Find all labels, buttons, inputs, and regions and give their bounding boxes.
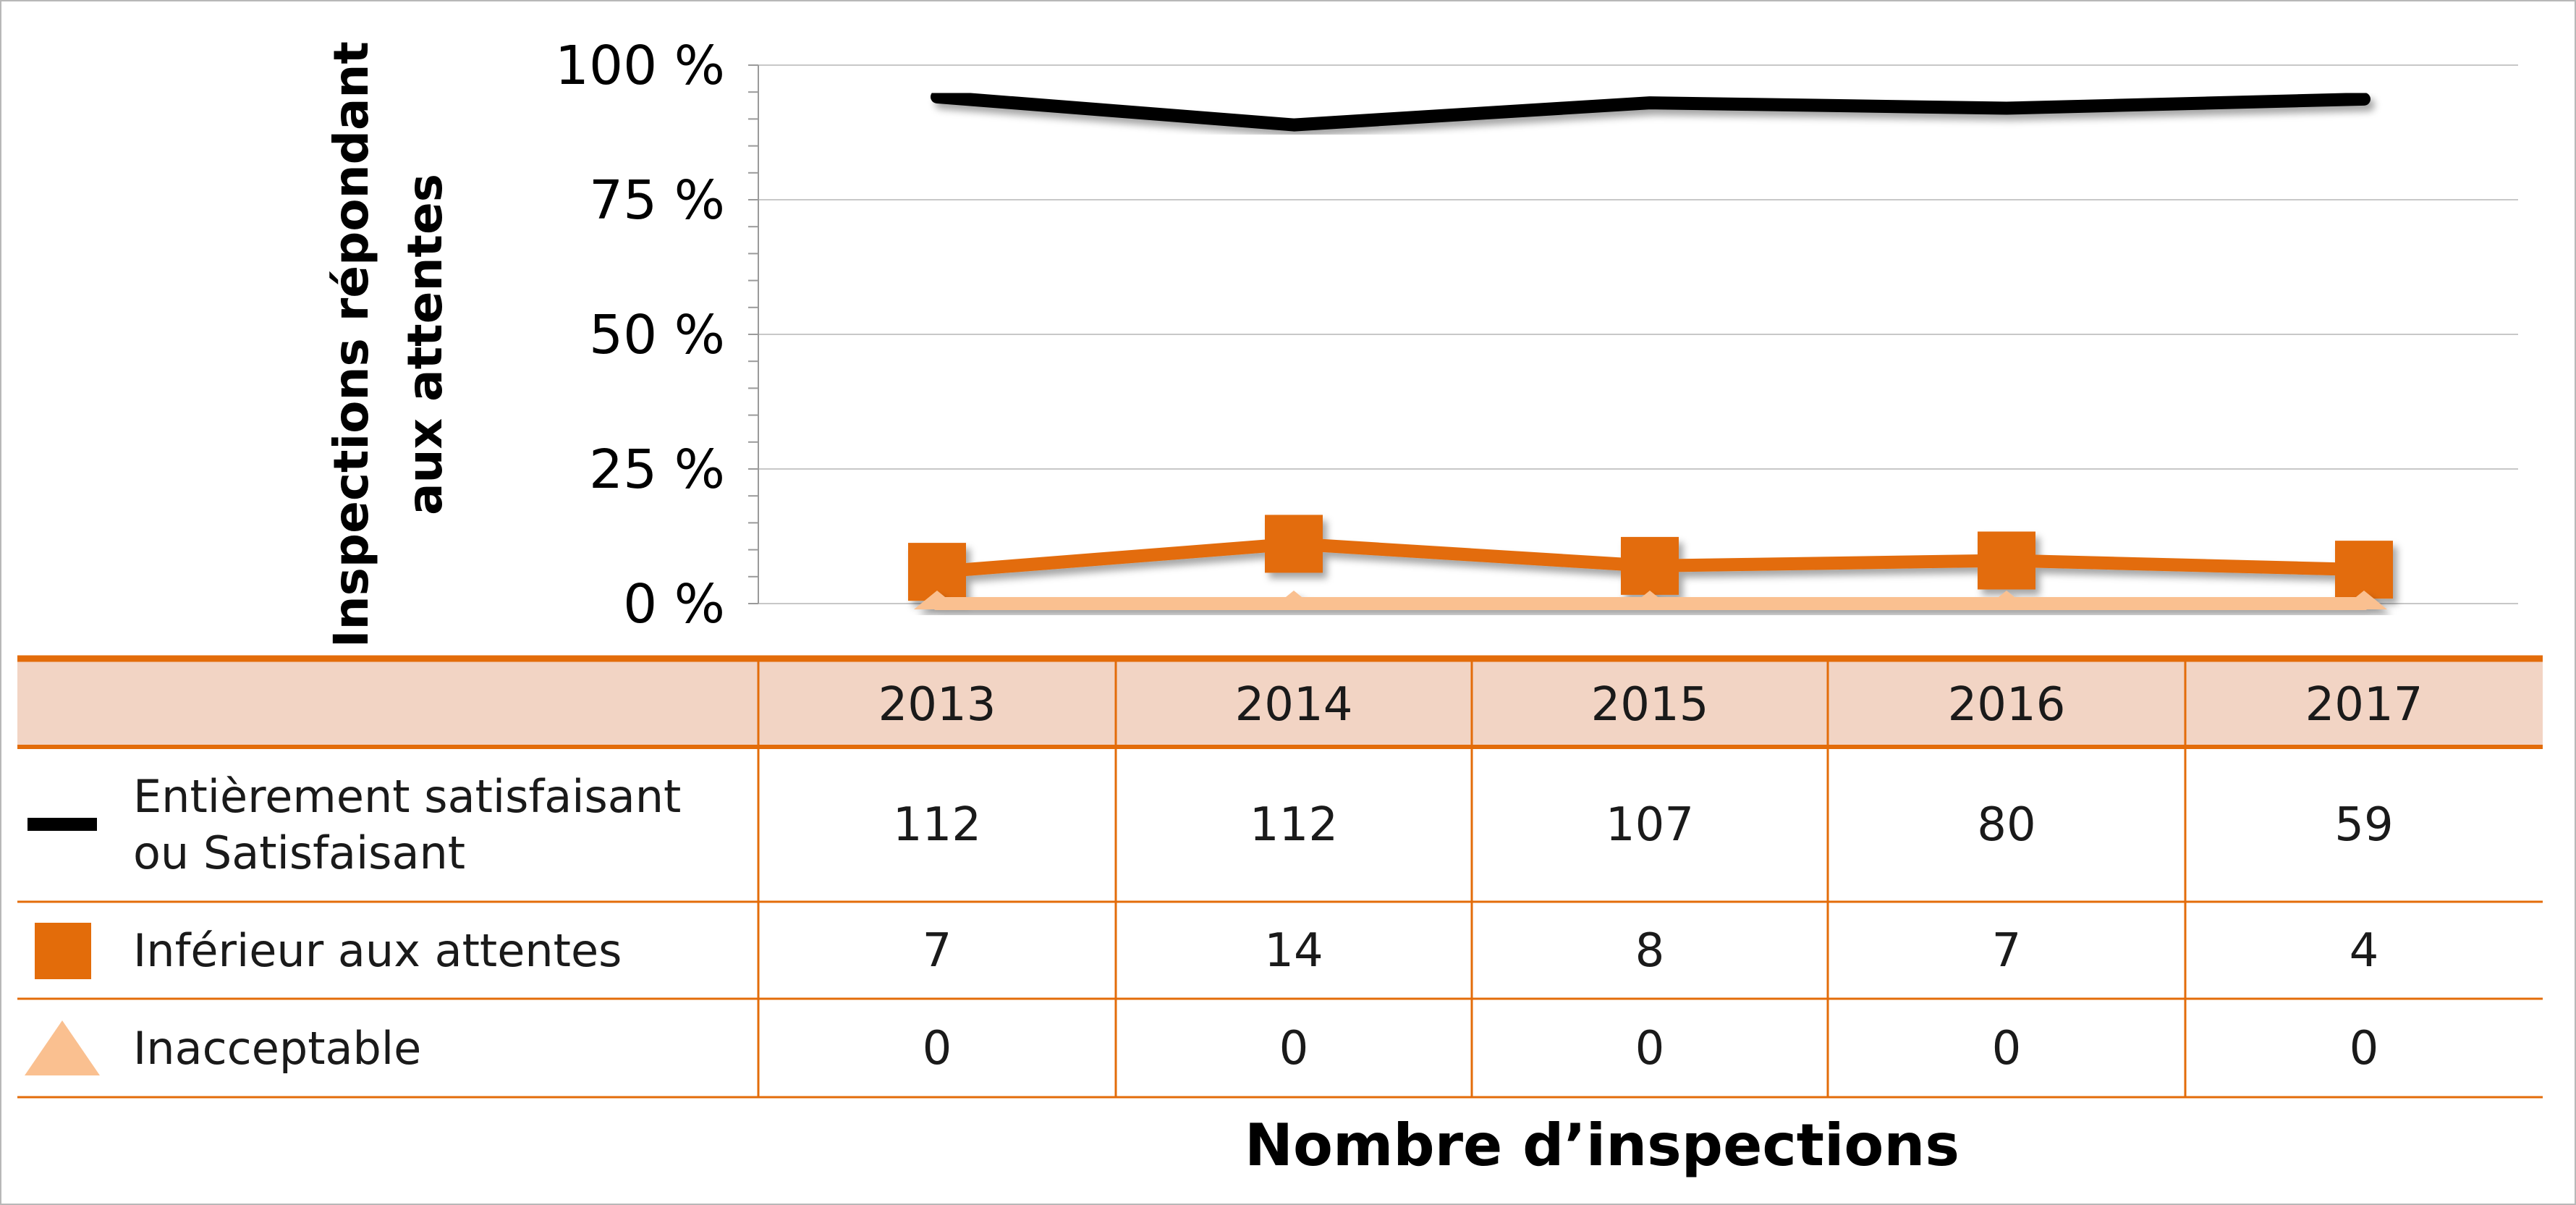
table-cell-count: 107 bbox=[1606, 798, 1694, 852]
table-year-header: 2017 bbox=[2305, 678, 2423, 732]
table-cell-count: 8 bbox=[1635, 924, 1665, 978]
data-point bbox=[1293, 124, 1295, 126]
series-1 bbox=[908, 515, 2393, 601]
data-point bbox=[2363, 98, 2365, 100]
data-point bbox=[936, 96, 938, 98]
data-point bbox=[1983, 591, 2030, 609]
y-tick-label: 25 % bbox=[589, 439, 725, 501]
data-point bbox=[2006, 107, 2007, 109]
legend-label: ou Satisfaisant bbox=[133, 826, 465, 879]
table-cell-count: 0 bbox=[1992, 1022, 2022, 1075]
table-year-header: 2014 bbox=[1235, 678, 1353, 732]
series-line bbox=[931, 90, 2370, 132]
y-tick-label: 50 % bbox=[589, 304, 725, 366]
legend-label: Inacceptable bbox=[133, 1022, 421, 1075]
data-point bbox=[1627, 591, 1673, 609]
legend-square-symbol bbox=[35, 923, 91, 979]
table-header-bg bbox=[17, 659, 2543, 747]
plot-area bbox=[908, 90, 2393, 610]
data-point bbox=[1271, 591, 1317, 609]
table-cell-count: 59 bbox=[2334, 798, 2393, 852]
y-axis-title-line-1: Inspections répondant bbox=[323, 41, 379, 648]
table-cell-count: 80 bbox=[1977, 798, 2035, 852]
y-tick-label: 75 % bbox=[589, 169, 725, 232]
data-point bbox=[914, 591, 960, 609]
table-year-header: 2016 bbox=[1948, 678, 2066, 732]
series-2 bbox=[914, 591, 2387, 610]
data-point bbox=[2335, 541, 2393, 599]
data-point bbox=[1978, 531, 2035, 590]
table-cell-count: 7 bbox=[1992, 924, 2022, 978]
y-tick-label: 100 % bbox=[555, 35, 725, 97]
y-tick-label: 0 % bbox=[623, 573, 725, 635]
table-cell-count: 0 bbox=[2350, 1022, 2379, 1075]
data-point bbox=[1621, 536, 1679, 595]
table-cell-count: 14 bbox=[1264, 924, 1323, 978]
data-table: 2013 2014 2015 2016 2017 Entièrement satisfai… bbox=[17, 655, 2543, 1099]
legend-triangle-symbol bbox=[25, 1020, 100, 1075]
table-cell-count: 0 bbox=[1279, 1022, 1309, 1075]
x-axis-title: Nombre d’inspections bbox=[1245, 1112, 1959, 1179]
y-axis-title-line-2: aux attentes bbox=[397, 174, 453, 515]
data-point bbox=[1649, 102, 1651, 104]
table-cell-count: 112 bbox=[1250, 798, 1338, 852]
table-year-header: 2015 bbox=[1591, 678, 1709, 732]
table-cell-count: 112 bbox=[893, 798, 981, 852]
data-point bbox=[2341, 591, 2387, 609]
legend-label: Inférieur aux attentes bbox=[133, 924, 622, 977]
legend-label: Entièrement satisfaisant bbox=[133, 770, 681, 823]
table-year-header: 2013 bbox=[878, 678, 996, 732]
series-0 bbox=[931, 90, 2370, 132]
data-point bbox=[1265, 515, 1323, 573]
y-axis-ticks: 0 % 25 % 50 % 75 % 100 % bbox=[555, 35, 725, 635]
table-cell-count: 0 bbox=[923, 1022, 952, 1075]
gridlines bbox=[748, 64, 2518, 604]
table-cell-count: 0 bbox=[1635, 1022, 1665, 1075]
legend-line-symbol bbox=[27, 818, 97, 831]
table-cell-count: 7 bbox=[923, 924, 952, 978]
table-cell-count: 4 bbox=[2350, 924, 2379, 978]
